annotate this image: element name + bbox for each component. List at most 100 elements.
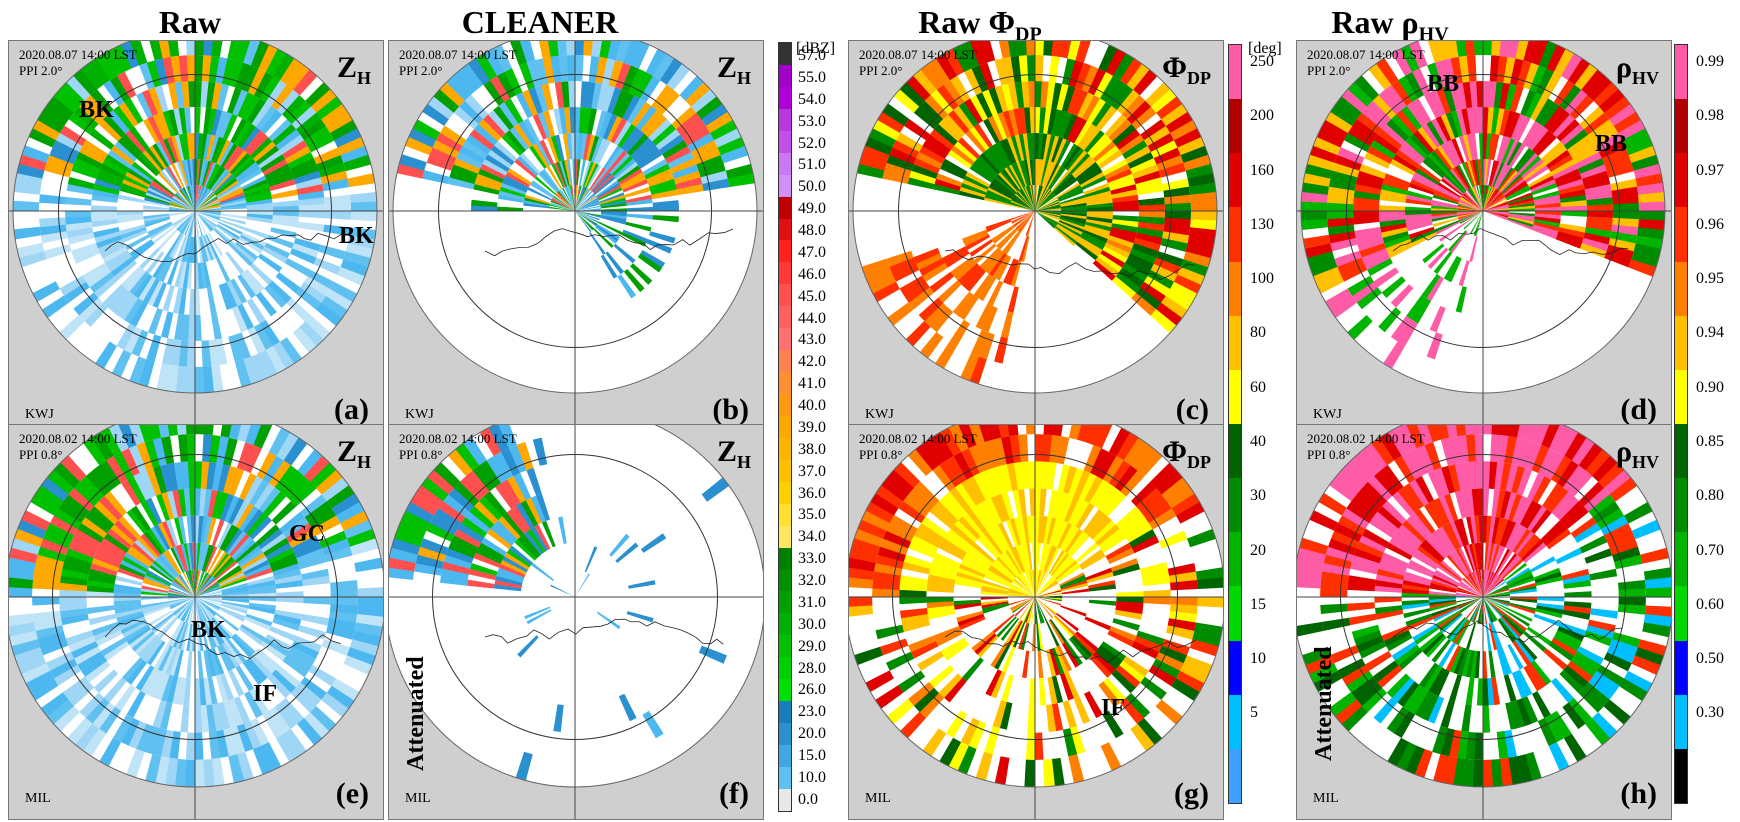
panel-ppi-c: PPI 2.0° [859,63,903,78]
panel-label-f: (f) [719,777,749,810]
colorbar-phi-swatch [1229,207,1241,262]
colorbar-reflectivity-unit: [dBZ] [796,40,836,57]
colorbar-phi-swatch [1229,423,1241,479]
panel-ppi-h: PPI 0.8° [1307,447,1351,462]
column-title-cleaner: CLEANER [461,4,619,40]
colorbar-zh-tick: 28.0 [798,659,826,677]
colorbar-phi-swatch [1229,532,1241,587]
panel-annotation-e-2: IF [253,681,277,707]
colorbar-phi-tick: 40 [1250,433,1266,450]
panel-annotation-e-1: BK [191,617,226,643]
panel-label-c: (c) [1175,393,1209,426]
panel-date-a: 2020.08.07 14:00 LST [19,47,137,62]
colorbar-rho-tick: 0.99 [1696,53,1724,70]
colorbar-phi-tick: 250 [1250,53,1274,70]
panel-radar-site-g: MIL [865,791,891,806]
colorbar-rho-tick: 0.90 [1696,378,1724,396]
panel-ppi-f: PPI 0.8° [399,447,443,462]
colorbar-zh-tick: 34.0 [798,528,826,546]
colorbar-zh-swatch [779,591,791,614]
colorbar-phi-tick: 30 [1250,487,1266,505]
panel-date-e: 2020.08.02 14:00 LST [19,431,137,446]
colorbar-rhohv [1674,44,1688,804]
colorbar-zh-tick: 50.0 [798,178,826,196]
panel-ppi-g: PPI 0.8° [859,447,903,462]
panel-annotation-e-0: GC [289,521,325,547]
colorbar-rho-swatch [1675,423,1687,479]
colorbar-zh-tick: 54.0 [798,90,826,108]
colorbar-rho-tick: 0.80 [1696,487,1724,505]
colorbar-zh-swatch [779,262,791,285]
colorbar-phi-tick: 10 [1250,650,1266,668]
colorbar-rho-tick: 0.98 [1696,107,1724,125]
colorbar-zh-swatch [779,328,791,351]
colorbar-zh-swatch [779,723,791,745]
colorbar-rho-tick: 0.85 [1696,433,1724,450]
colorbar-rho-tick: 0.30 [1696,704,1724,722]
colorbar-zh-tick: 41.0 [798,375,826,393]
colorbar-zh-swatch [779,503,791,526]
colorbar-zh-swatch [779,481,791,504]
colorbar-zh-tick: 10.0 [798,768,826,786]
colorbar-zh-tick: 42.0 [798,353,826,371]
colorbar-zh-swatch [779,372,791,394]
colorbar-rho-swatch [1675,207,1687,262]
colorbar-zh-tick: 32.0 [798,572,826,589]
radar-panel-b: 2020.08.07 14:00 LST PPI 2.0° ZH KWJ (b) [388,40,764,436]
colorbar-zh-tick: 23.0 [798,703,826,721]
colorbar-zh-swatch [779,218,791,241]
radar-panel-a: 2020.08.07 14:00 LST PPI 2.0° ZH KWJ (a) BK BK [8,40,384,436]
colorbar-phi-swatch [1229,153,1241,208]
colorbar-rho-swatch [1675,261,1687,316]
colorbar-rho-tick: 0.50 [1696,650,1724,668]
colorbar-zh-tick: 52.0 [798,134,826,152]
colorbar-zh-tick: 44.0 [798,309,826,327]
colorbar-rho-tick: 0.95 [1696,270,1724,288]
colorbar-zh-tick: 26.0 [798,681,826,699]
colorbar-phi-tick: 80 [1250,324,1266,342]
panel-annotation-f-0: Attenuated [403,656,429,771]
colorbar-zh-swatch [779,86,791,109]
panel-annotation-d-1: BB [1595,131,1628,157]
colorbar-zh-swatch [779,284,791,307]
panel-variable-e: ZH [336,435,371,472]
colorbar-zh-tick: 48.0 [798,222,826,239]
colorbar-zh-swatch [779,745,791,767]
panel-variable-g: ΦDP [1162,435,1211,472]
colorbar-zh-tick: 43.0 [798,331,826,349]
colorbar-rho-swatch [1675,640,1687,695]
colorbar-zh-tick: 33.0 [798,550,826,568]
colorbar-rho-swatch [1675,694,1687,749]
colorbar-rho-swatch [1675,45,1687,100]
column-title-raw-phidp: Raw ΦDP [918,4,1042,46]
colorbar-phi-swatch [1229,748,1241,803]
colorbar-zh-swatch [779,130,791,153]
panel-annotation-h-0: Attenuated [1311,646,1337,761]
colorbar-zh-tick: 36.0 [798,484,826,502]
colorbar-zh-swatch [779,64,791,87]
panel-date-b: 2020.08.07 14:00 LST [399,47,517,62]
column-title-raw: Raw [158,4,222,40]
panel-date-h: 2020.08.02 14:00 LST [1307,431,1425,446]
colorbar-zh-tick: 57.0 [798,47,826,64]
panel-date-g: 2020.08.02 14:00 LST [859,431,977,446]
colorbar-rho-tick: 0.60 [1696,595,1724,613]
colorbar-zh-swatch [779,174,791,197]
panel-ppi-e: PPI 0.8° [19,447,63,462]
colorbar-zh-swatch [779,437,791,460]
colorbar-zh-swatch [779,657,791,680]
colorbar-rho-tick: 0.70 [1696,541,1724,559]
panel-annotation-a-0: BK [79,97,114,123]
colorbar-phi-tick: 20 [1250,541,1266,559]
colorbar-phi-tick: 15 [1250,595,1266,613]
panel-date-d: 2020.08.07 14:00 LST [1307,47,1425,62]
panel-variable-d: ρHV [1615,51,1659,88]
colorbar-rho-swatch [1675,99,1687,154]
colorbar-zh-tick: 49.0 [798,200,826,218]
column-title-raw-rhohv: Raw ρHV [1331,4,1449,46]
radar-panel-c: 2020.08.07 14:00 LST PPI 2.0° ΦDP KWJ (c) [848,40,1224,436]
colorbar-zh-tick: 51.0 [798,156,826,174]
colorbar-zh-swatch [779,152,791,175]
panel-label-d: (d) [1620,393,1657,426]
colorbar-reflectivity [778,42,792,812]
